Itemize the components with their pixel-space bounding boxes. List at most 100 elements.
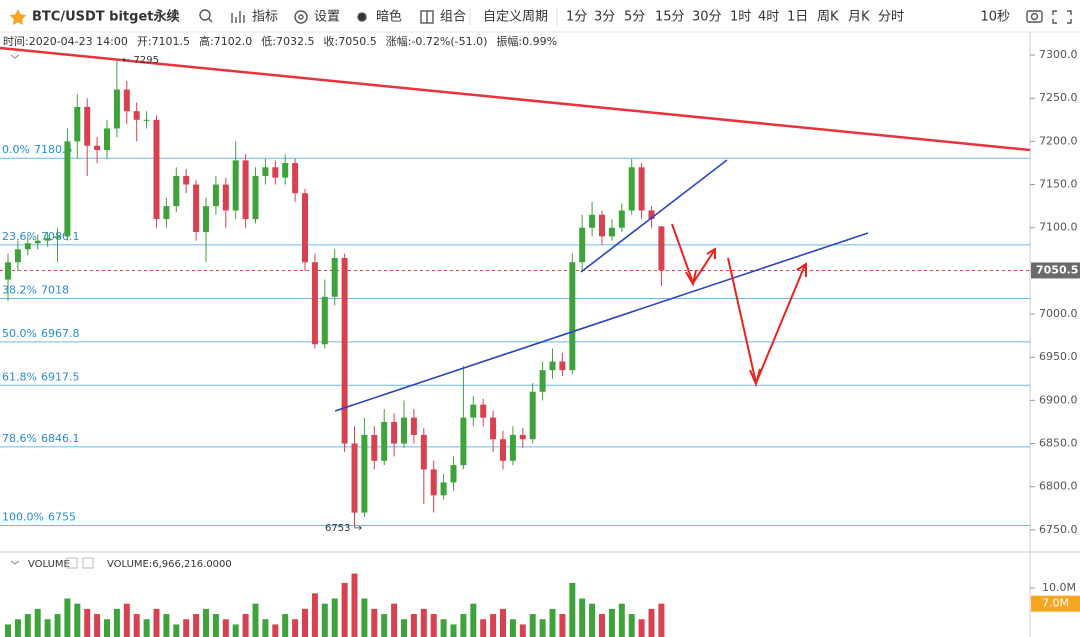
- collapse-icon[interactable]: [10, 560, 20, 565]
- candle-body: [549, 361, 556, 371]
- info-value: 7102.0: [214, 35, 253, 48]
- close-button[interactable]: [82, 557, 94, 569]
- candle-body: [292, 162, 299, 194]
- fib-price: 6755: [48, 511, 76, 524]
- candle-body: [64, 141, 71, 237]
- period[interactable]: 15分: [655, 10, 685, 25]
- tool[interactable]: 暗色: [376, 9, 402, 25]
- fib-label: 100.0% 6755: [2, 511, 76, 524]
- candle-body: [321, 296, 328, 345]
- fib-ratio: 23.6%: [2, 230, 37, 243]
- settings-button[interactable]: [66, 557, 78, 569]
- fib-label: 61.8% 6917.5: [2, 370, 79, 383]
- candle-body: [628, 167, 635, 211]
- collapse-icon[interactable]: [10, 54, 20, 59]
- candle-body: [420, 434, 427, 470]
- volume-readout: VOLUME:6,966,216.0000: [107, 559, 232, 570]
- period[interactable]: 1日: [787, 10, 808, 25]
- candle-body: [163, 206, 170, 220]
- period[interactable]: 分时: [878, 10, 904, 25]
- fib-label: 78.6% 6846.1: [2, 432, 79, 445]
- volume-bar: [302, 608, 308, 637]
- volume-bar: [401, 619, 407, 637]
- volume-bar: [321, 603, 328, 637]
- volume-bar: [311, 593, 318, 637]
- custom-period[interactable]: 自定义周期: [483, 10, 548, 25]
- volume-bar: [113, 608, 120, 637]
- info-value: 7101.5: [152, 35, 191, 48]
- period[interactable]: 周K: [817, 10, 839, 25]
- volume-tag: [1031, 595, 1080, 612]
- candle-body: [539, 370, 546, 392]
- favorite-star[interactable]: [9, 9, 27, 25]
- trendline: [580, 159, 728, 273]
- y-tick-label: 7150.0: [1039, 178, 1078, 191]
- candle-body: [183, 175, 190, 185]
- candle-body: [282, 162, 289, 178]
- volume-bar: [84, 608, 91, 637]
- period[interactable]: 3分: [594, 10, 615, 25]
- volume-bar: [252, 603, 259, 637]
- period[interactable]: 4时: [758, 10, 779, 25]
- indicator-icon[interactable]: [231, 11, 245, 23]
- candle-body: [242, 160, 249, 220]
- volume-bar: [272, 624, 279, 637]
- volume-bar: [183, 619, 190, 637]
- fullscreen-icon[interactable]: [1052, 10, 1072, 24]
- candle-body: [500, 439, 506, 461]
- last-price-label: 7050.5: [1036, 263, 1078, 276]
- period[interactable]: 1分: [566, 10, 587, 25]
- symbol[interactable]: BTC/USDT bitget永续: [32, 9, 179, 25]
- tool[interactable]: 设置: [314, 10, 340, 25]
- volume-bar: [173, 624, 180, 637]
- info-label: 低:: [261, 35, 276, 48]
- candle-body: [410, 417, 417, 435]
- volume-bar: [391, 603, 398, 637]
- period[interactable]: 1时: [730, 10, 751, 25]
- volume-bar: [440, 619, 447, 637]
- candle-body: [470, 404, 477, 418]
- volume-bar: [282, 614, 289, 637]
- volume-bar: [410, 614, 417, 637]
- candle-body: [232, 160, 239, 211]
- low-note: 6753 →: [325, 523, 362, 534]
- volume-bar: [153, 608, 160, 637]
- candle-body: [34, 240, 41, 244]
- search-icon[interactable]: [199, 9, 211, 21]
- candle-body: [262, 167, 269, 176]
- tools: 指标 设置 暗色 组合: [252, 9, 466, 25]
- volume-bar: [361, 598, 368, 637]
- volume-bar: [628, 614, 635, 637]
- volume-bar: [232, 624, 239, 637]
- volume-bar: [470, 603, 477, 637]
- candle-body: [153, 119, 160, 220]
- volume-bar: [529, 614, 536, 637]
- tool[interactable]: 指标: [252, 10, 278, 25]
- period[interactable]: 5分: [624, 10, 645, 25]
- fib-price: 7018: [41, 284, 69, 297]
- volume-bar: [480, 619, 487, 637]
- candle-body: [302, 193, 308, 263]
- candle-body: [450, 465, 457, 483]
- camera-icon[interactable]: [1026, 10, 1043, 23]
- icons: [199, 9, 1072, 24]
- volume-bar: [460, 614, 467, 637]
- settings-icon[interactable]: [294, 10, 308, 24]
- refresh-rate[interactable]: 10秒: [980, 10, 1010, 25]
- volume-bar: [500, 608, 506, 637]
- y-tick-label: 7200.0: [1039, 134, 1078, 147]
- candle-body: [579, 227, 586, 263]
- volume-bar: [599, 614, 605, 637]
- candle-body: [14, 249, 21, 263]
- candle-body: [24, 243, 31, 250]
- volume-bar: [203, 608, 209, 637]
- candle-body: [599, 214, 605, 237]
- period[interactable]: 30分: [692, 10, 722, 25]
- volume-bar: [381, 614, 388, 637]
- dark-icon[interactable]: [357, 12, 367, 22]
- period[interactable]: 月K: [848, 10, 870, 25]
- volume-bar: [222, 619, 229, 637]
- tool[interactable]: 组合: [440, 10, 466, 25]
- candle-body: [430, 469, 437, 496]
